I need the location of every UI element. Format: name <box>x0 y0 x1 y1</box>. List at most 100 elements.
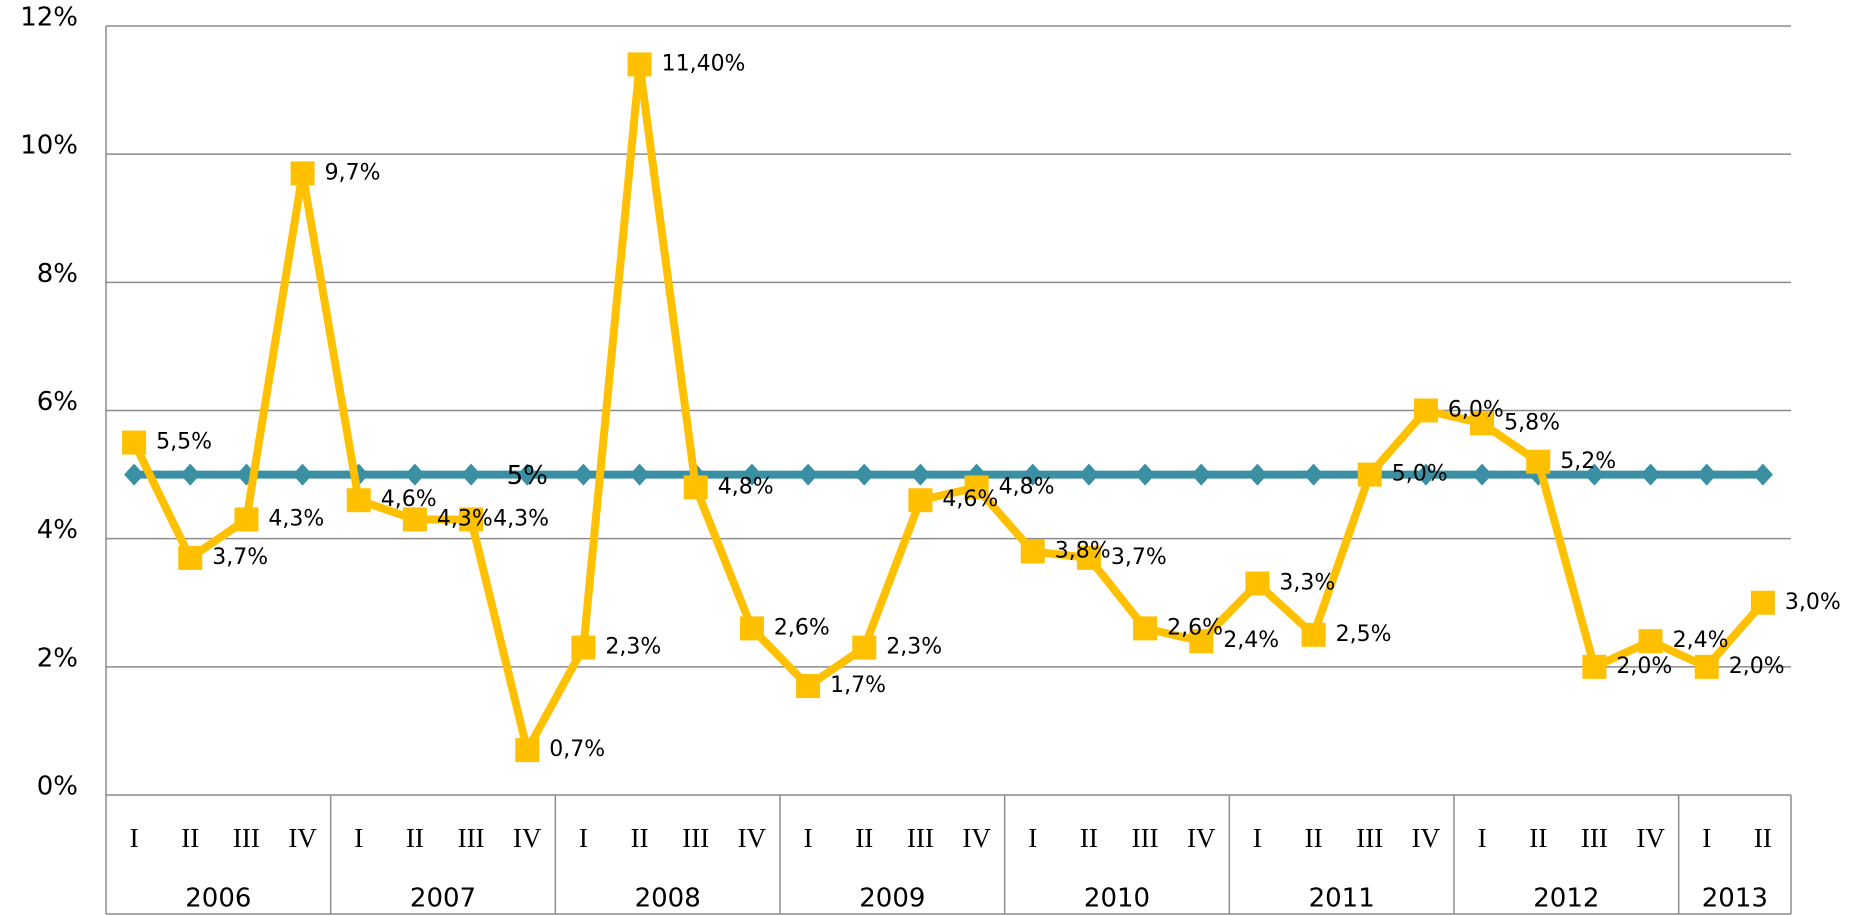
x-tick-label: III <box>1356 823 1383 853</box>
marker <box>178 546 202 570</box>
marker <box>1245 572 1269 596</box>
data-label: 5,5% <box>156 430 212 455</box>
data-label: 3,3% <box>1279 571 1335 596</box>
marker <box>180 464 200 486</box>
marker <box>1021 539 1045 563</box>
data-label: 4,3% <box>437 506 493 531</box>
data-label: 5,0% <box>1392 462 1448 487</box>
data-label: 2,5% <box>1336 622 1392 647</box>
marker <box>1697 464 1717 486</box>
x-group-label: 2009 <box>859 884 925 914</box>
y-tick-label: 10% <box>20 131 78 161</box>
y-tick-label: 4% <box>37 515 78 545</box>
data-label: 5,8% <box>1504 410 1560 435</box>
data-label: 4,6% <box>942 487 998 512</box>
x-group-label: 2011 <box>1309 884 1375 914</box>
data-label: 4,6% <box>381 487 437 512</box>
data-label: 2,3% <box>605 635 661 660</box>
marker <box>405 464 425 486</box>
y-tick-label: 0% <box>37 772 78 802</box>
marker <box>291 161 315 185</box>
marker <box>1133 616 1157 640</box>
x-tick-label: II <box>181 823 199 853</box>
data-label: 2,0% <box>1616 654 1672 679</box>
marker <box>798 464 818 486</box>
marker <box>628 52 652 76</box>
marker <box>630 464 650 486</box>
data-label: 2,4% <box>1223 628 1279 653</box>
data-label: 11,40% <box>662 51 746 76</box>
data-label: 4,3% <box>268 506 324 531</box>
x-tick-label: I <box>1702 823 1711 853</box>
marker <box>1751 591 1775 615</box>
x-tick-label: I <box>1028 823 1037 853</box>
x-tick-label: I <box>804 823 813 853</box>
data-label: 3,7% <box>212 545 268 570</box>
x-tick-label: II <box>1529 823 1547 853</box>
data-label: 2,0% <box>1729 654 1785 679</box>
x-group-label: 2006 <box>185 884 251 914</box>
marker <box>1414 399 1438 423</box>
data-label: 5,2% <box>1560 449 1616 474</box>
data-label: 3,8% <box>1055 538 1111 563</box>
marker <box>1695 655 1719 679</box>
marker <box>122 431 146 455</box>
marker <box>515 738 539 762</box>
marker <box>1191 464 1211 486</box>
x-tick-label: IV <box>1636 823 1665 853</box>
x-tick-label: I <box>130 823 139 853</box>
x-tick-label: I <box>1253 823 1262 853</box>
marker <box>684 475 708 499</box>
x-tick-label: II <box>855 823 873 853</box>
x-tick-label: III <box>1581 823 1608 853</box>
marker <box>1247 464 1267 486</box>
marker <box>852 636 876 660</box>
x-tick-label: III <box>907 823 934 853</box>
data-label: 4,8% <box>999 474 1055 499</box>
marker <box>1753 464 1773 486</box>
marker <box>1526 450 1550 474</box>
data-label: 4,8% <box>718 474 774 499</box>
marker <box>293 464 313 486</box>
data-label: 2,3% <box>886 635 942 660</box>
data-label: 5% <box>507 461 548 491</box>
x-tick-label: IV <box>962 823 991 853</box>
data-label: 9,7% <box>325 160 381 185</box>
marker <box>1582 655 1606 679</box>
x-tick-label: IV <box>1187 823 1216 853</box>
marker <box>1302 623 1326 647</box>
x-tick-label: IV <box>513 823 542 853</box>
x-tick-label: II <box>1754 823 1772 853</box>
x-tick-label: IV <box>1412 823 1441 853</box>
x-group-label: 2013 <box>1702 884 1768 914</box>
marker <box>573 464 593 486</box>
marker <box>908 488 932 512</box>
x-tick-label: IV <box>738 823 767 853</box>
y-tick-label: 6% <box>37 387 78 417</box>
data-label: 2,6% <box>774 615 830 640</box>
data-label: 4,3% <box>493 506 549 531</box>
marker <box>1639 629 1663 653</box>
marker <box>1641 464 1661 486</box>
x-tick-label: I <box>354 823 363 853</box>
data-label: 1,7% <box>830 673 886 698</box>
data-label: 3,0% <box>1785 590 1841 615</box>
x-tick-label: I <box>579 823 588 853</box>
marker <box>1358 463 1382 487</box>
x-tick-label: III <box>233 823 260 853</box>
y-tick-label: 12% <box>20 3 78 33</box>
data-label: 2,6% <box>1167 615 1223 640</box>
data-label: 0,7% <box>549 737 605 762</box>
x-tick-label: II <box>1305 823 1323 853</box>
y-tick-label: 8% <box>37 259 78 289</box>
marker <box>571 636 595 660</box>
data-label: 6,0% <box>1448 398 1504 423</box>
marker <box>1135 464 1155 486</box>
x-group-label: 2012 <box>1533 884 1599 914</box>
marker <box>461 464 481 486</box>
marker <box>347 488 371 512</box>
data-label: 2,4% <box>1673 628 1729 653</box>
marker <box>854 464 874 486</box>
x-tick-label: IV <box>288 823 317 853</box>
x-tick-label: III <box>1132 823 1159 853</box>
